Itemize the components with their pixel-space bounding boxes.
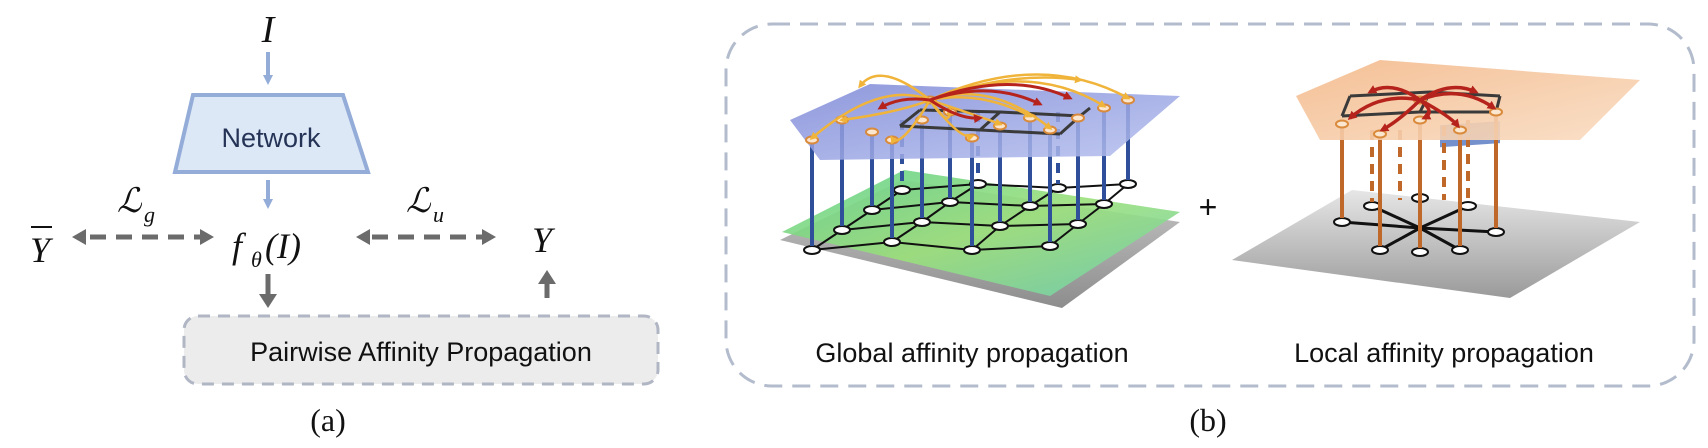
panel-b-dashed-frame: [724, 22, 1696, 388]
local-bottom-nodes: [1333, 193, 1505, 257]
pseudo-label-target: Y: [30, 230, 54, 270]
local-affinity-label: Local affinity propagation: [1294, 338, 1594, 368]
panel-b: +: [724, 22, 1696, 438]
network-block: [172, 93, 371, 174]
global-bottom-grid: [811, 182, 1129, 252]
propagation-label: Pairwise Affinity Propagation: [250, 337, 592, 367]
caption-a: (a): [310, 402, 346, 438]
plus-sign: +: [1199, 189, 1218, 225]
local-feature-plane: [1296, 60, 1640, 140]
output-fn-subscript: θ: [251, 247, 262, 272]
loss-global-right-arrowhead: [200, 229, 214, 245]
refined-target: Y: [532, 220, 556, 260]
loss-global-left-arrowhead: [72, 229, 86, 245]
loss-global-subscript: g: [144, 202, 155, 227]
propagation-box: [182, 314, 660, 386]
global-red-arcs: [877, 83, 1073, 124]
caption-b: (b): [1189, 402, 1226, 438]
global-affinity-label: Global affinity propagation: [815, 338, 1128, 368]
loss-global-symbol: ℒ: [117, 183, 143, 220]
global-affinity-illustration: [780, 73, 1180, 308]
output-fn-symbol: f: [232, 226, 247, 266]
arrow-output-to-propagation-head: [259, 294, 277, 308]
local-red-arcs: [1347, 85, 1497, 132]
global-segmentation-plane: [782, 170, 1180, 296]
loss-unary-right-arrowhead: [482, 229, 496, 245]
loss-unary-subscript: u: [433, 202, 444, 227]
network-label: Network: [221, 123, 321, 153]
loss-unary-left-arrowhead: [356, 229, 370, 245]
output-function: f θ (I): [232, 226, 301, 272]
local-dashed-pillars: [1370, 120, 1470, 202]
output-fn-argument: (I): [265, 226, 301, 266]
local-affinity-illustration: [1232, 60, 1640, 298]
input-symbol: I: [261, 9, 277, 51]
local-street-plane: [1232, 190, 1640, 298]
panel-a: I Network f θ (I) Y Y ℒ g ℒ u: [30, 9, 660, 438]
arrow-propagation-to-target-head: [538, 270, 556, 284]
loss-unary-symbol: ℒ: [406, 183, 432, 220]
